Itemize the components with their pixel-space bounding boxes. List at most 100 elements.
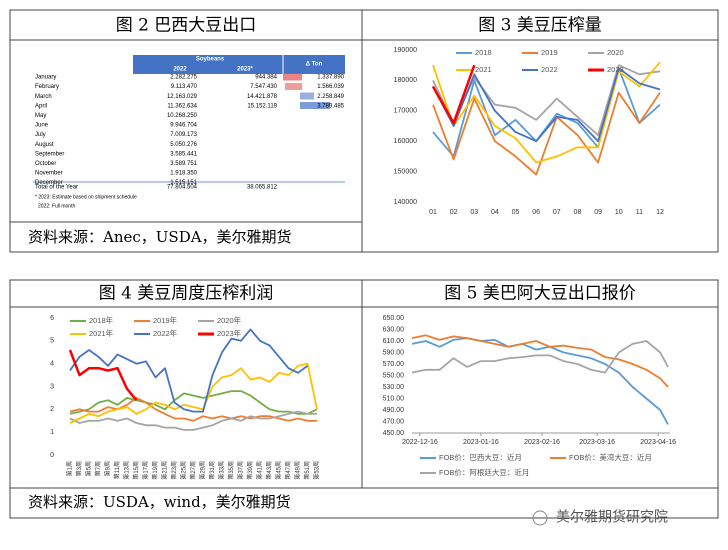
x-tick-label: 第23周 [170,461,178,480]
watermark: 美尔雅期货研究院 [556,509,668,525]
x-tick-label: 第11周 [113,461,121,479]
table-cell: 3.589.751 [170,161,197,167]
y-tick-label: 470.00 [383,418,405,425]
table-cell: 1.515.151 [170,180,197,186]
x-tick-label: 04 [491,209,499,216]
x-tick-label: 2022-12-16 [402,439,438,446]
legend-label: 2019 [541,48,558,57]
figure-title: 图 4 美豆周度压榨利润 [99,284,274,304]
x-tick-label: 第33周 [218,461,226,480]
x-tick-label: 第31周 [208,461,216,480]
y-tick-label: 0 [50,452,54,459]
table-cell: November [35,171,63,177]
delta-bar [283,73,302,81]
legend-label: 2018年 [89,315,114,325]
y-tick-label: 550.00 [383,372,405,379]
series-line [411,334,669,388]
legend-label: 2021年 [89,328,114,338]
table-cell: May [35,113,46,119]
figure-title: 图 5 美巴阿大豆出口报价 [444,284,636,304]
table-note: 2022: Full month [38,203,75,209]
table-cell: October [35,161,56,167]
x-tick-label: 05 [512,209,520,216]
x-tick-label: 第21周 [161,461,169,480]
x-tick-label: 第15周 [132,461,140,480]
x-tick-label: 第7周 [94,461,102,476]
series-line [432,67,661,143]
y-tick-label: 170000 [394,108,417,115]
table-cell: 3.585.441 [170,151,197,157]
y-tick-label: 180000 [394,77,417,84]
table-cell: 1.918.350 [170,171,197,177]
table-cell: 11.362.634 [167,103,197,109]
y-tick-label: 190000 [394,47,417,54]
table-cell: September [35,151,64,157]
y-tick-label: 650.00 [383,315,405,322]
x-tick-label: 第19周 [151,461,159,480]
x-tick-label: 第27周 [189,461,197,480]
y-tick-label: 610.00 [383,338,405,345]
header-col: 2023* [237,67,253,73]
y-tick-label: 1 [50,429,54,436]
table-cell: June [35,123,49,129]
table-cell: July [35,132,46,138]
table-cell: December [35,180,63,186]
table-cell: 14.421.878 [247,94,278,100]
x-tick-label: 2023-02-16 [524,439,560,446]
y-tick-label: 4 [50,361,54,368]
table-total: 77.804.504 [167,185,198,191]
x-tick-label: 第43周 [265,461,273,480]
table-cell: March [35,94,52,100]
y-tick-label: 490.00 [383,407,405,414]
table-cell: 9.946.704 [170,123,197,129]
x-tick-label: 第45周 [275,461,283,480]
table-total: 38.065.812 [247,185,278,191]
x-tick-label: 第47周 [284,461,292,480]
table-cell: 2.282.275 [170,75,197,81]
x-tick-label: 2023-01-16 [463,439,499,446]
x-tick-label: 10 [615,209,623,216]
series-line [431,64,476,125]
y-tick-label: 570.00 [383,361,405,368]
header-delta: Δ Ton [306,62,323,68]
x-tick-label: 第35周 [227,461,235,480]
x-tick-label: 第39周 [246,461,254,480]
series-line [432,67,661,158]
x-tick-label: 2023-03-16 [579,439,615,446]
y-tick-label: 150000 [394,168,417,175]
table-cell: 5.050.276 [170,142,197,148]
x-tick-label: 第51周 [303,461,311,480]
legend-label: FOB价：美湾大豆：近月 [569,452,652,462]
delta-bar [300,92,314,100]
x-tick-label: 03 [470,209,478,216]
x-tick-label: 第49周 [294,461,302,480]
y-tick-label: 630.00 [383,326,405,333]
x-tick-label: 06 [532,209,540,216]
x-tick-label: 07 [553,209,561,216]
x-tick-label: 2023-04-16 [640,439,676,446]
y-tick-label: 2 [50,406,54,413]
delta-bar [285,83,302,90]
table-cell: 9.113.470 [171,84,198,90]
series-line [68,349,138,402]
source-note: 资料来源：Anec，USDA，美尔雅期货 [28,228,292,246]
series-line [69,328,309,413]
legend-label: 2022 [541,65,558,74]
x-tick-label: 第53周 [313,461,321,480]
x-tick-label: 第3周 [75,461,83,476]
x-tick-label: 01 [429,209,437,216]
table-note: * 2023: Estimate based on shipment sched… [35,194,137,200]
x-tick-label: 第9周 [104,461,112,476]
bottom-frame [9,279,719,519]
x-tick-label: 08 [574,209,582,216]
legend-label: 2020年 [217,315,242,325]
table-cell: 1.337.890 [317,75,344,81]
legend-label: 2018 [475,48,492,57]
y-tick-label: 5 [50,338,54,345]
table-cell: 10.268.250 [167,113,198,119]
series-line [432,91,661,176]
x-tick-label: 第37周 [237,461,245,480]
y-tick-label: 590.00 [383,349,405,356]
y-tick-label: 3 [50,383,54,390]
